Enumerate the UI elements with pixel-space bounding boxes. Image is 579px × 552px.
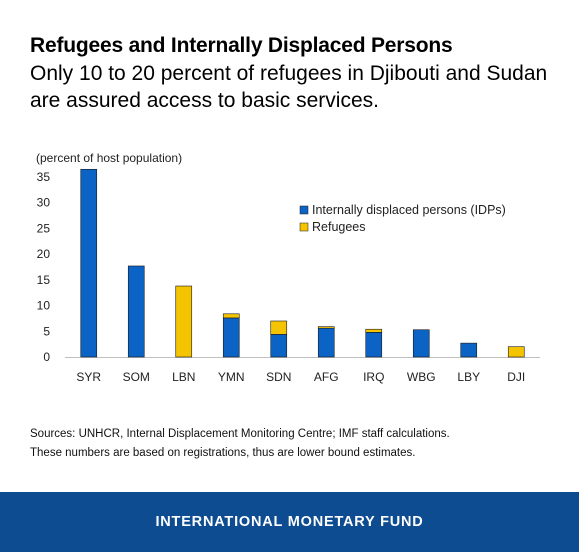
bar-refugees <box>507 346 525 358</box>
bar-idp <box>412 329 430 358</box>
y-axis-label: (percent of host population) <box>36 151 182 165</box>
x-tick-label: YMN <box>218 370 245 384</box>
y-tick-label: 0 <box>43 350 50 364</box>
y-tick-label: 5 <box>43 324 50 338</box>
estimate-note: These numbers are based on registrations… <box>30 447 416 459</box>
y-tick-label: 30 <box>37 196 51 210</box>
sources-note: Sources: UNHCR, Internal Displacement Mo… <box>30 428 450 440</box>
x-tick-label: AFG <box>314 370 339 384</box>
footer-banner: INTERNATIONAL MONETARY FUND <box>0 492 579 552</box>
bar-idp <box>80 168 98 358</box>
bar-idp <box>127 265 145 358</box>
footer-label: INTERNATIONAL MONETARY FUND <box>155 514 424 530</box>
x-tick-label: SDN <box>266 370 291 384</box>
bar-refugees <box>222 313 240 319</box>
bar-idp <box>365 332 383 358</box>
bar-refugees <box>270 320 288 335</box>
y-tick-label: 35 <box>37 170 51 184</box>
bar-idp <box>222 317 240 358</box>
legend-entry: Internally displaced persons (IDPs) <box>312 203 506 217</box>
x-tick-label: SYR <box>76 370 101 384</box>
x-tick-label: LBN <box>172 370 195 384</box>
chart-notes: Sources: UNHCR, Internal Displacement Mo… <box>30 425 450 463</box>
x-tick-label: SOM <box>123 370 150 384</box>
x-tick-label: IRQ <box>363 370 384 384</box>
bar-chart: (percent of host population) 0 5 10 15 20 25 30… <box>36 151 540 384</box>
y-tick-label: 15 <box>37 273 51 287</box>
y-tick-label: 25 <box>37 221 51 235</box>
bar-refugees <box>175 285 193 358</box>
x-tick-label: WBG <box>407 370 436 384</box>
legend-swatch <box>299 205 309 215</box>
x-tick-label: LBY <box>457 370 480 384</box>
y-tick-label: 10 <box>37 299 51 313</box>
chart-subtitle: Only 10 to 20 percent of refugees in Dji… <box>30 62 548 112</box>
bar-refugees <box>365 328 383 333</box>
legend-swatch <box>299 222 309 232</box>
legend-entry: Refugees <box>312 220 366 234</box>
chart-title: Refugees and Internally Displaced Person… <box>30 34 453 57</box>
bar-refugees <box>317 326 335 329</box>
y-tick-label: 20 <box>37 247 51 261</box>
bar-idp <box>317 327 335 358</box>
x-tick-label: DJI <box>507 370 525 384</box>
bar-idp <box>270 334 288 358</box>
bar-idp <box>460 342 478 358</box>
